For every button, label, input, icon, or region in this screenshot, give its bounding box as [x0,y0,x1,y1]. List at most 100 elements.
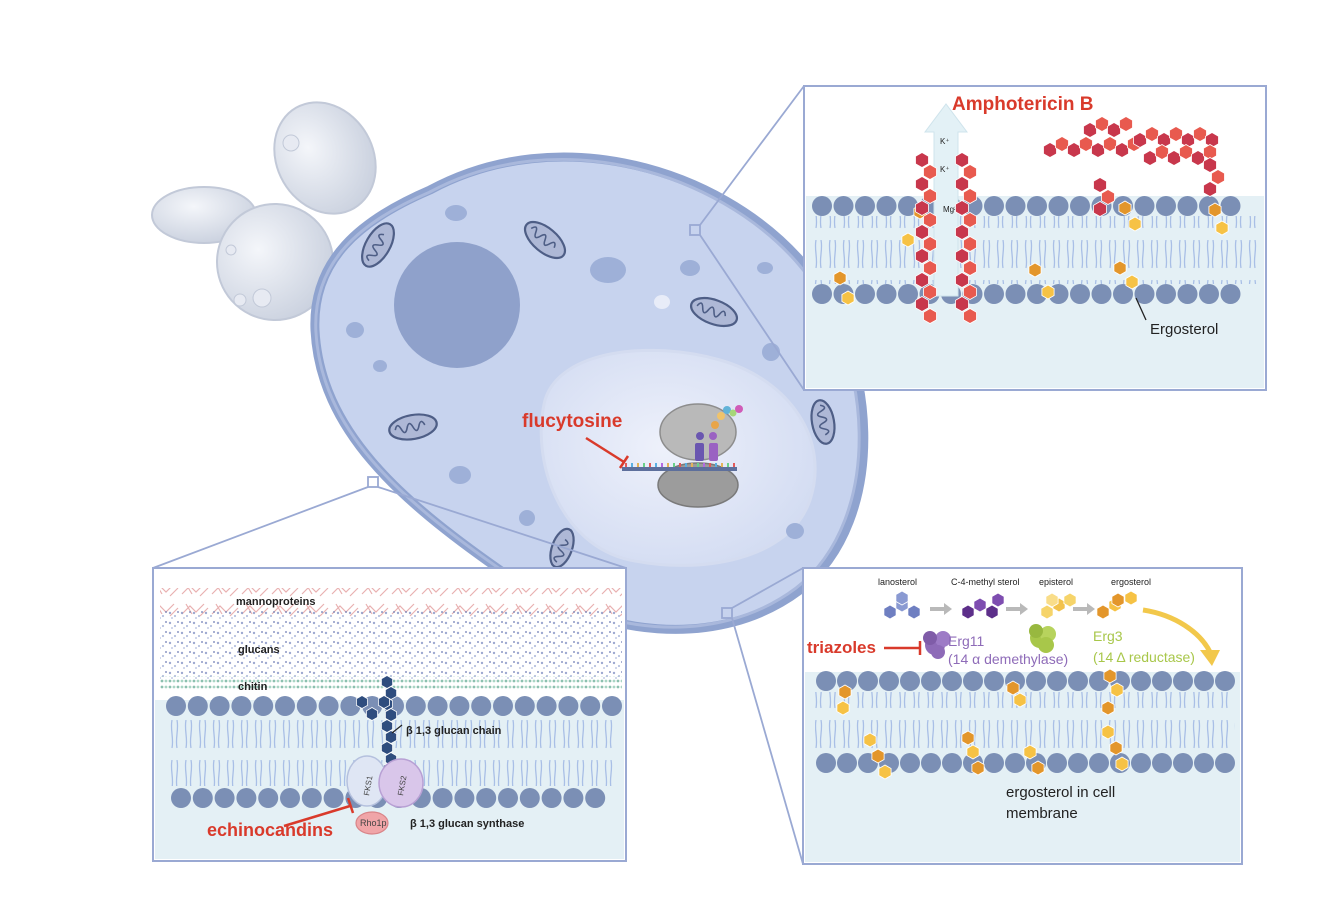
lipid-head [580,696,601,716]
fks1-label: FKS1 [362,775,374,797]
glucan-layer [160,610,622,680]
lipid-head [858,671,878,691]
lipid-head [816,671,836,691]
ergosterol-ring [1013,692,1027,708]
lipid-head [558,696,579,716]
flucytosine-label: flucytosine [522,411,622,432]
ergosterol-top-label: ergosterol [1111,577,1151,587]
lipid-head [1134,196,1155,216]
ergosterol-ring [1124,590,1138,606]
lipid-head [1173,671,1193,691]
lipid-head [585,788,606,808]
lipid-head [1113,284,1133,304]
ergosterol-ring [971,760,985,776]
lipid-head [1156,284,1176,304]
episterol-ring [1045,592,1059,608]
erg3-enzyme-icon [1029,624,1056,653]
lipid-head [1026,671,1046,691]
glucan-synthase-icon [346,755,424,835]
ergosterol-membrane-label-line2: membrane [1006,805,1078,822]
erg11-desc-label: (14 α demethylase) [948,651,1068,667]
lipid-head [837,753,857,773]
sterol-pathway [883,590,1138,620]
amphotericin-ring [1169,126,1183,142]
lipid-head [1199,284,1219,304]
amphotericin-ring [963,284,977,300]
ergosterol-ring [1111,592,1125,608]
lipid-head [900,671,920,691]
ergosterol-ring [833,270,847,286]
amphotericin-ring [1203,157,1217,173]
amphotericin-ring [915,296,929,312]
amphotericin-ring [1211,169,1225,185]
lipid-head [1005,753,1025,773]
amphotericin-ring [1091,142,1105,158]
lipid-head [214,788,235,808]
lipid-head [231,696,252,716]
amphotericin-ring [1167,150,1181,166]
ergosterol-ring [1096,604,1110,620]
lipid-head [855,284,875,304]
amphotericin-ring [915,224,929,240]
lipid-head [898,284,918,304]
lipid-head [1194,753,1214,773]
ergosterol-ring [1101,724,1115,740]
lipid-head [471,696,492,716]
vesicles [346,205,804,539]
c4-methyl-sterol-label: C-4-methyl sterol [951,577,1020,587]
lipid-head [984,196,1004,216]
amphotericin-ring [955,248,969,264]
amphotericin-ring [915,176,929,192]
ergosterol-ring [1113,260,1127,276]
erg3-desc-label: (14 Δ reductase) [1093,649,1195,665]
lipid-head [1027,196,1047,216]
amphotericin-label: Amphotericin B [952,94,1093,115]
fks2-label: FKS2 [396,775,408,797]
ion-k-label-2: K⁺ [940,165,950,174]
ergosterol-ring [1028,262,1042,278]
lanosterol-label: lanosterol [878,577,917,587]
amphotericin-ring [1191,150,1205,166]
lipid-head [1048,196,1069,216]
lipid-head [837,671,857,691]
glucan-unit [355,695,369,709]
amphotericin-ring [963,164,977,180]
amphotericin-ring [923,164,937,180]
lanosterol-ring [907,604,921,620]
lipid-head [1152,753,1172,773]
lipid-head [432,788,453,808]
amphotericin-ring [963,308,977,324]
lipid-head [942,753,962,773]
lipid-head [876,196,897,216]
amphotericin-ring [1145,126,1159,142]
amphotericin-ring [1133,132,1147,148]
lipid-head [253,696,274,716]
ergosterol-ring [1023,744,1037,760]
lipid-head [166,696,186,716]
lipid-head [296,696,317,716]
lipid-head [921,671,941,691]
erg11-label: Erg11 [948,633,985,649]
lipid-head [536,696,557,716]
echinocandins-label: echinocandins [207,820,333,840]
pathway-arrows [930,603,1095,615]
c4-methyl-sterol-ring [985,604,999,620]
lipid-head [1005,284,1026,304]
amphotericin-ring [1143,150,1157,166]
lipid-head [514,696,535,716]
amphotericin-ring [955,200,969,216]
lipid-head [921,753,941,773]
amphotericin-ring [955,296,969,312]
ergosterol-ring [1031,760,1045,776]
c4-methyl-sterol-ring [961,604,975,620]
ergosterol-ring [1115,756,1129,772]
amphotericin-ring [1043,142,1057,158]
lipid-head [449,696,470,716]
lipid-head [876,284,897,304]
lipid-head [1070,284,1090,304]
lipid-head [258,788,279,808]
lipid-head [1177,196,1198,216]
lipid-head [192,788,213,808]
lipid-heads-outer [816,671,1235,691]
amphotericin-ring [923,188,937,204]
